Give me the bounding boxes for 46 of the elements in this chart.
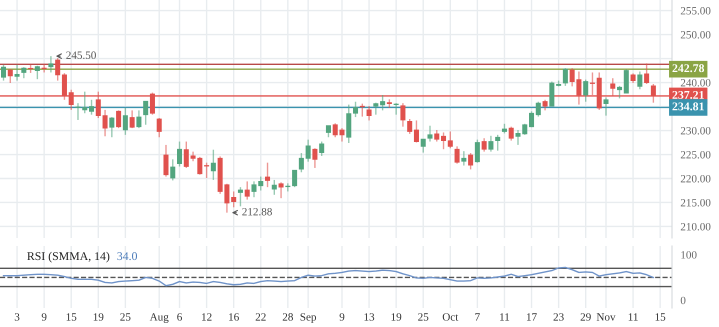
candlestick (28, 64, 34, 74)
candlestick (624, 68, 629, 94)
x-tick-label: Nov (596, 313, 616, 321)
x-tick-label: 15 (66, 313, 76, 321)
x-tick-label: 15 (656, 313, 666, 321)
x-tick-label: 29 (580, 313, 591, 321)
x-tick-label: 11 (500, 313, 510, 321)
chart-title: RSI (SMMA, 14) (27, 252, 110, 263)
x-tick-label: 28 (282, 313, 293, 321)
x-tick-label: Oct (442, 313, 458, 321)
x-tick-label: 17 (526, 313, 537, 321)
x-tick-label: 23 (554, 313, 564, 321)
y-tick-label: 225.00 (680, 150, 710, 159)
x-tick-label: Sep (300, 313, 316, 323)
x-tick-label: 19 (392, 313, 402, 321)
x-tick-label: 25 (418, 313, 428, 321)
line-series (2, 266, 654, 286)
y-tick-label: 230.00 (680, 126, 710, 135)
y-tick-label: 250.00 (680, 31, 710, 39)
ref-line-label: 242.78 (672, 64, 704, 72)
ref-line-label: 234.81 (672, 102, 704, 110)
x-tick-label: 9 (340, 313, 344, 321)
x-tick-label: 16 (229, 313, 239, 321)
x-tick-label: 13 (364, 313, 374, 321)
annotation: 34.0 (117, 252, 138, 260)
x-tick-label: 11 (628, 313, 638, 321)
x-tick-label: 9 (42, 313, 46, 321)
y-tick-label: 255.00 (680, 7, 710, 15)
x-tick-label: 12 (202, 313, 212, 321)
x-tick-label: 22 (256, 313, 266, 321)
x-tick-label: 6 (177, 313, 182, 321)
annotation: 212.88 (242, 208, 272, 216)
y-tick-label: 0 (680, 296, 686, 304)
candlestick (292, 170, 298, 188)
x-tick-label: 19 (94, 313, 104, 321)
y-tick-label: 240.00 (680, 79, 710, 87)
y-tick-label: 100 (681, 251, 697, 259)
y-tick-label: 210.00 (680, 222, 710, 230)
x-tick-label: 25 (120, 313, 130, 321)
x-tick-label: 3 (14, 313, 20, 321)
y-tick-label: 215.00 (680, 198, 710, 207)
x-tick-label: Aug (150, 313, 169, 323)
annotation: 245.50 (66, 51, 96, 59)
y-tick-label: 220.00 (680, 174, 710, 183)
ref-line-label: 237.21 (672, 90, 704, 99)
x-tick-label: 7 (475, 313, 480, 321)
